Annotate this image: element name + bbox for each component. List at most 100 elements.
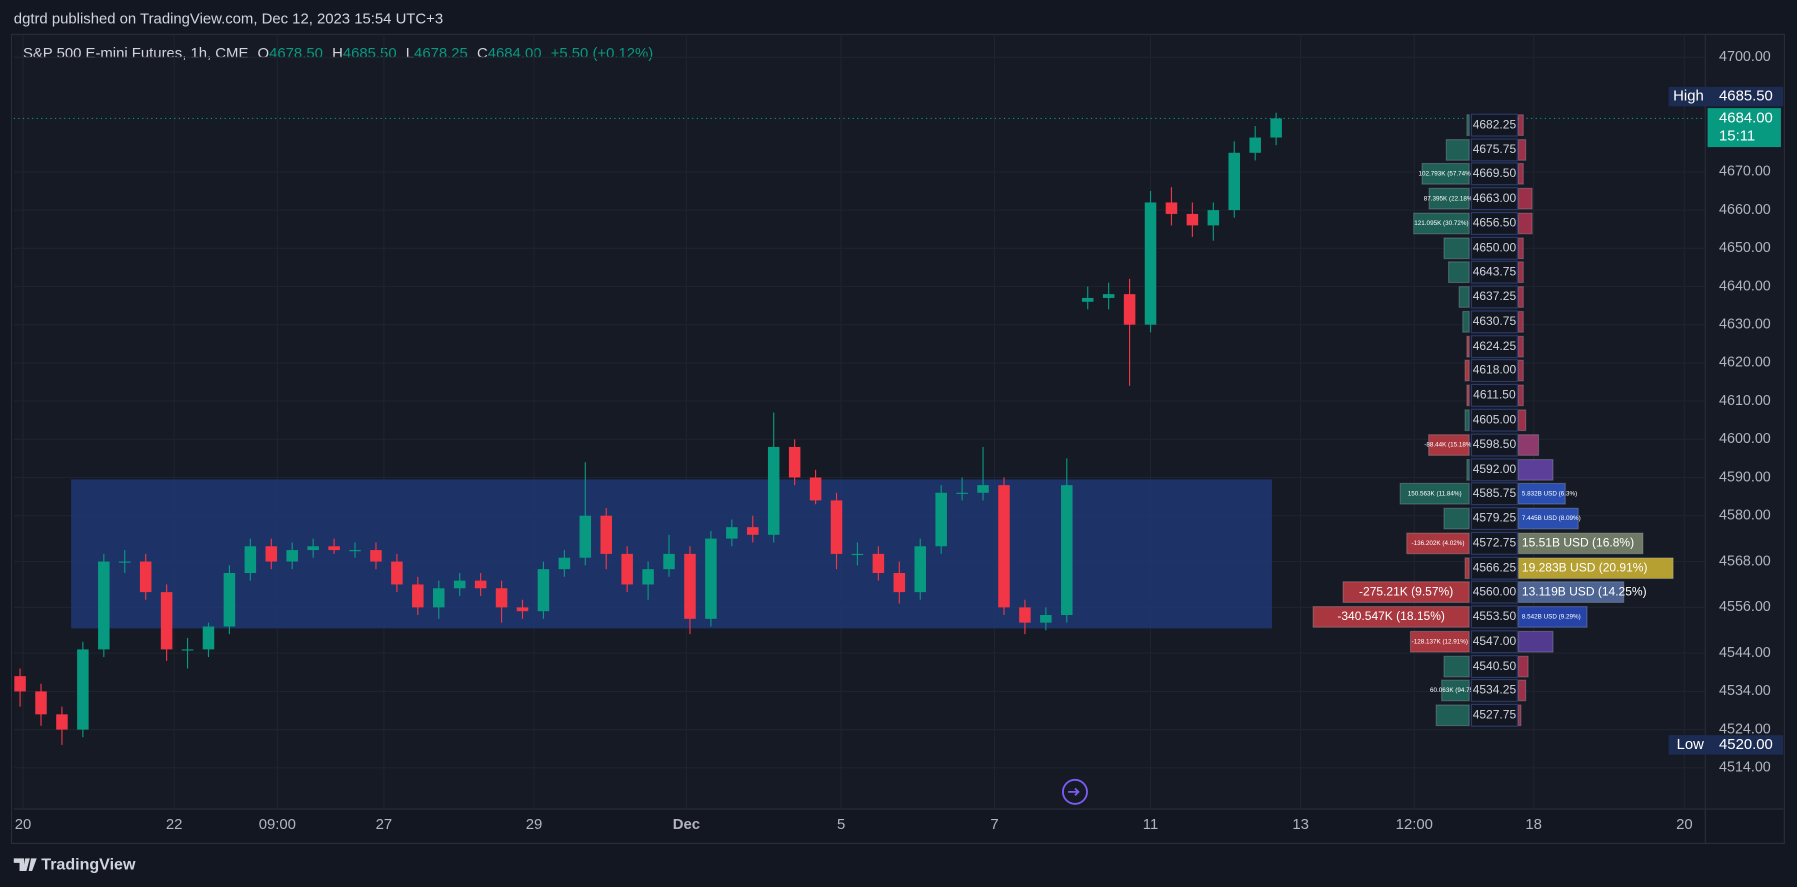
level-box xyxy=(1470,383,1518,407)
level-label: 4663.00 xyxy=(1473,191,1517,205)
x-tick-label: 13 xyxy=(1292,817,1309,833)
volume-bar xyxy=(1517,581,1625,603)
level-label: 4650.00 xyxy=(1473,240,1517,254)
y-tick-label: 4556.00 xyxy=(1719,599,1771,615)
level-label: 4585.75 xyxy=(1473,486,1517,500)
volume-label: 13.119B USD (14.25%) xyxy=(1522,584,1647,598)
level-label: 4547.00 xyxy=(1473,634,1517,648)
volume-bar xyxy=(1517,409,1527,432)
ohlc-key: C xyxy=(477,46,488,62)
candle-body xyxy=(307,546,319,551)
level-label: 4643.75 xyxy=(1473,264,1517,278)
last-price-time: 15:11 xyxy=(1719,129,1755,145)
level-box xyxy=(1470,310,1518,334)
volume-bar xyxy=(1517,704,1522,727)
candle-body xyxy=(998,485,1010,608)
y-tick-label: 4580.00 xyxy=(1719,507,1771,523)
volume-bar xyxy=(1517,162,1524,185)
delta-bar xyxy=(1464,359,1470,382)
candle-body xyxy=(558,557,571,570)
candle-body xyxy=(726,527,738,539)
ohlc-value: 4685.50 xyxy=(343,46,397,62)
publish-note: dgtrd published on TradingView.com, Dec … xyxy=(14,11,443,27)
x-tick-label: 20 xyxy=(1676,817,1693,833)
replay-button[interactable] xyxy=(1062,778,1088,805)
volume-bar xyxy=(1517,630,1554,653)
delta-label: -136.202K (4.02%) xyxy=(1412,540,1465,547)
candle-body xyxy=(642,569,654,585)
candle-body xyxy=(579,515,592,558)
x-tick-label: 5 xyxy=(837,817,845,833)
candle-body xyxy=(705,538,717,619)
frame xyxy=(10,33,1785,845)
delta-bar xyxy=(1466,458,1470,481)
delta-label: -340.547K (18.15%) xyxy=(1337,609,1445,623)
level-box xyxy=(1470,433,1518,457)
candle-body xyxy=(851,553,864,556)
level-box xyxy=(1470,605,1518,629)
level-label: 4618.00 xyxy=(1473,363,1517,377)
candle-body xyxy=(1249,137,1261,153)
candle-body xyxy=(767,446,780,535)
delta-bar xyxy=(1399,482,1470,505)
low-marker-value: 4520.00 xyxy=(1719,737,1773,753)
level-label: 4630.75 xyxy=(1473,314,1517,328)
level-box xyxy=(1470,212,1518,235)
candle-body xyxy=(830,500,843,554)
delta-bar xyxy=(1421,162,1470,185)
x-tick-label: Dec xyxy=(673,817,700,833)
candle-body xyxy=(684,553,696,619)
candle-body xyxy=(202,626,215,650)
delta-bar xyxy=(1448,261,1470,284)
candle-body xyxy=(139,561,152,593)
delta-label: 150.563K (11.84%) xyxy=(1408,490,1462,497)
level-label: 4682.25 xyxy=(1473,117,1517,131)
volume-bar xyxy=(1517,139,1527,161)
candle-body xyxy=(56,714,68,730)
level-box xyxy=(1470,285,1518,309)
candle-body xyxy=(956,492,968,494)
level-label: 4605.00 xyxy=(1473,412,1517,426)
y-tick-label: 4544.00 xyxy=(1719,645,1771,661)
delta-bar xyxy=(1462,310,1470,333)
y-tick-label: 4610.00 xyxy=(1719,393,1771,409)
candle-body xyxy=(474,580,487,589)
volume-bar xyxy=(1517,507,1579,530)
candle-body xyxy=(1144,202,1157,325)
candle-body xyxy=(370,550,382,562)
y-tick-label: 4514.00 xyxy=(1719,760,1771,776)
volume-bar xyxy=(1517,335,1524,358)
candle-body xyxy=(391,561,403,585)
candle-body xyxy=(977,485,989,493)
delta-bar xyxy=(1466,114,1470,136)
delta-bar xyxy=(1435,704,1470,727)
level-label: 4534.25 xyxy=(1473,683,1517,697)
candle-body xyxy=(516,607,529,612)
volume-bar xyxy=(1517,557,1674,580)
level-box xyxy=(1470,556,1518,580)
delta-bar xyxy=(1342,581,1470,603)
volume-label: 19.283B USD (20.91%) xyxy=(1522,560,1648,574)
y-tick-label: 4600.00 xyxy=(1719,431,1771,447)
level-box xyxy=(1470,580,1518,604)
x-tick-label: 7 xyxy=(990,817,998,833)
level-box xyxy=(1470,482,1518,506)
candle-body xyxy=(98,561,110,650)
delta-label: -88.44K (15.18%) xyxy=(1424,442,1473,449)
x-tick-label: 11 xyxy=(1143,817,1158,833)
volume-bar xyxy=(1517,532,1644,555)
candle-body xyxy=(872,553,885,573)
level-label: 4579.25 xyxy=(1473,511,1517,525)
volume-bar xyxy=(1517,310,1524,333)
level-box xyxy=(1470,236,1518,260)
candle-body xyxy=(537,569,550,612)
delta-bar xyxy=(1466,335,1470,358)
ohlc-value: 4678.25 xyxy=(414,46,468,62)
delta-bar xyxy=(1406,532,1470,555)
level-box xyxy=(1470,359,1518,382)
y-tick-label: 4620.00 xyxy=(1719,355,1771,371)
candle-body xyxy=(1165,202,1178,214)
high-marker xyxy=(1668,86,1784,107)
